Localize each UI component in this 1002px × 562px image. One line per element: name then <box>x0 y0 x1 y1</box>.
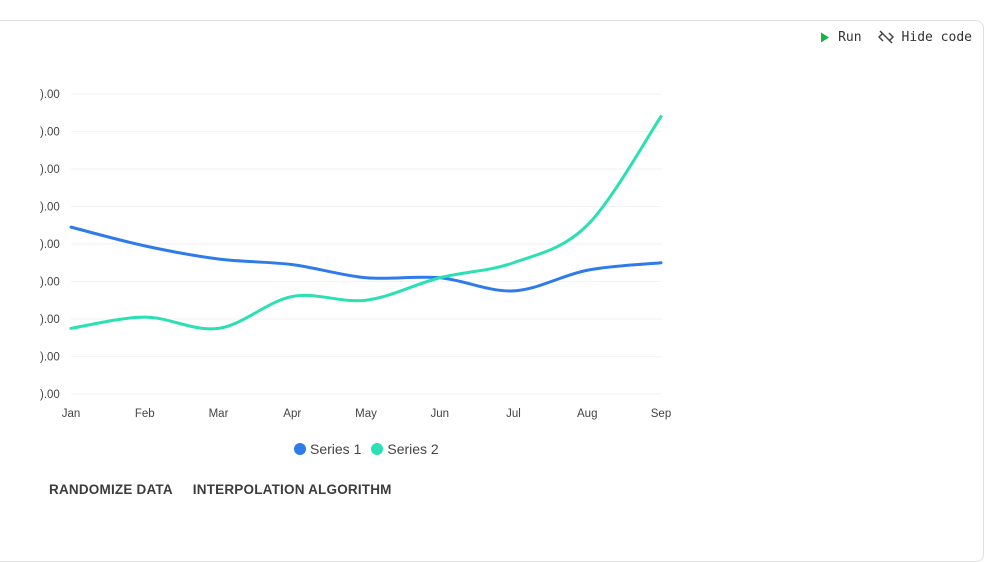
y-tick-label: ).00 <box>40 89 60 101</box>
chart-legend: Series 1 Series 2 <box>294 441 439 457</box>
y-tick-label: ).00 <box>40 389 60 401</box>
y-tick-label: ).00 <box>40 277 60 289</box>
play-icon <box>820 32 830 43</box>
chart-grid <box>71 93 661 395</box>
series-1-swatch <box>294 443 306 455</box>
x-tick-label: Jul <box>506 408 521 420</box>
hide-code-label: Hide code <box>901 29 972 45</box>
x-tick-label: May <box>355 408 377 420</box>
x-tick-label: Jun <box>430 408 449 420</box>
run-label: Run <box>838 29 862 45</box>
x-axis-ticks: Jan Feb Mar Apr May Jun Jul Aug Sep <box>62 408 672 420</box>
y-tick-label: ).00 <box>40 352 60 364</box>
x-tick-label: Feb <box>135 408 155 420</box>
y-tick-label: ).00 <box>40 314 60 326</box>
line-chart: ).00 ).00 ).00 ).00 ).00 ).00 ).00 ).00 ).00 Jan… <box>40 89 672 420</box>
legend-item-series-1[interactable]: Series 1 <box>294 441 361 457</box>
code-toolbar: Run Hide code <box>820 27 972 47</box>
randomize-data-button[interactable]: RANDOMIZE DATA <box>49 482 173 497</box>
notebook-card <box>0 20 984 562</box>
hide-code-button[interactable]: Hide code <box>877 29 972 45</box>
run-button[interactable]: Run <box>820 29 862 45</box>
x-tick-label: Mar <box>209 408 229 420</box>
legend-item-series-2[interactable]: Series 2 <box>371 441 439 457</box>
y-tick-label: ).00 <box>40 127 60 139</box>
series-2-swatch <box>371 443 384 455</box>
y-axis-ticks: ).00 ).00 ).00 ).00 ).00 ).00 ).00 ).00 ).00 <box>40 89 60 401</box>
legend-label-series-1: Series 1 <box>310 441 362 457</box>
x-tick-label: Apr <box>283 408 301 420</box>
x-tick-label: Sep <box>651 408 671 420</box>
x-tick-label: Jan <box>62 408 81 420</box>
y-tick-label: ).00 <box>40 164 60 176</box>
series-1-line <box>69 225 663 293</box>
code-off-icon <box>877 30 894 44</box>
y-tick-label: ).00 <box>40 202 60 214</box>
chart-actions: RANDOMIZE DATA INTERPOLATION ALGORITHM <box>49 482 392 497</box>
chart-series <box>69 115 663 331</box>
legend-label-series-2: Series 2 <box>387 441 439 457</box>
series-2-line <box>69 115 663 331</box>
x-tick-label: Aug <box>577 408 597 420</box>
interpolation-algorithm-button[interactable]: INTERPOLATION ALGORITHM <box>192 482 392 497</box>
y-tick-label: ).00 <box>40 239 60 251</box>
